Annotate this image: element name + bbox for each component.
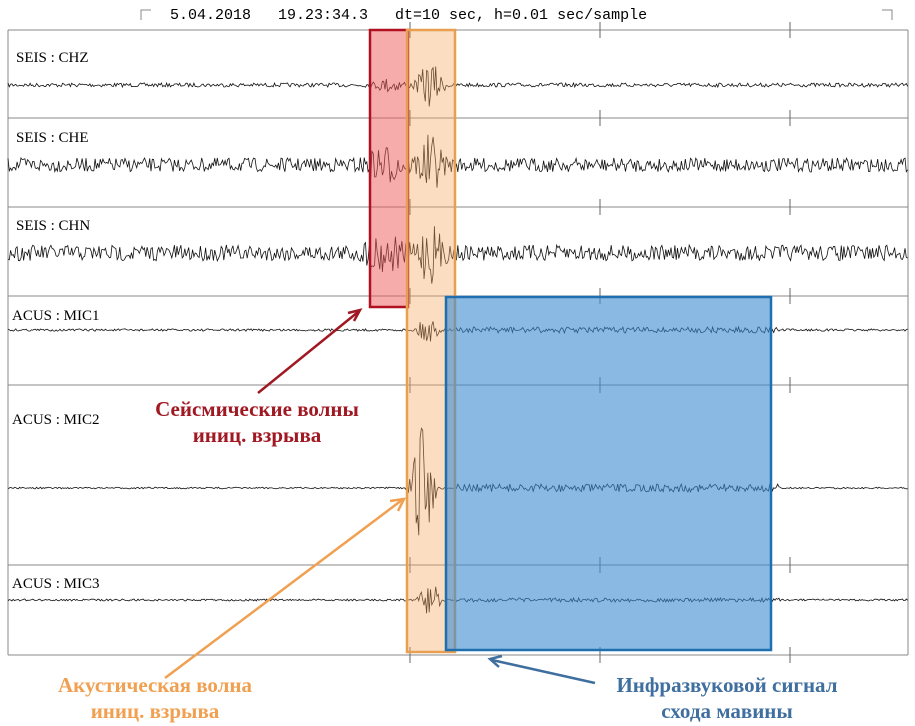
annotation: иниц. взрыва: [193, 423, 322, 447]
annotation: Акустическая волна: [58, 673, 252, 697]
infrasound-box: [444, 295, 773, 652]
annotation: иниц. взрыва: [91, 699, 220, 723]
channel-label: SEIS : CHN: [16, 218, 90, 234]
channel-label: SEIS : CHE: [16, 130, 89, 146]
waveform: [7, 226, 908, 284]
annotation: Инфразвуковой сигнал: [616, 673, 837, 697]
header-title: 5.04.2018 19.23:34.3 dt=10 sec, h=0.01 s…: [170, 7, 647, 24]
channel-label: ACUS : MIC2: [12, 412, 100, 428]
seismic-box: [368, 28, 410, 309]
channel-label: ACUS : MIC3: [12, 576, 100, 592]
waveform: [7, 134, 908, 188]
annotation: Сейсмические волны: [155, 397, 359, 421]
arrows: [164, 308, 596, 685]
waveform: [7, 66, 908, 107]
annotation: схода мавины: [661, 699, 793, 723]
channel-labels: SEIS : CHZ SEIS : CHE SEIS : CHN ACUS : MIC…: [12, 50, 100, 592]
channel-label: ACUS : MIC1: [12, 308, 100, 324]
channel-label: SEIS : CHZ: [16, 50, 89, 66]
